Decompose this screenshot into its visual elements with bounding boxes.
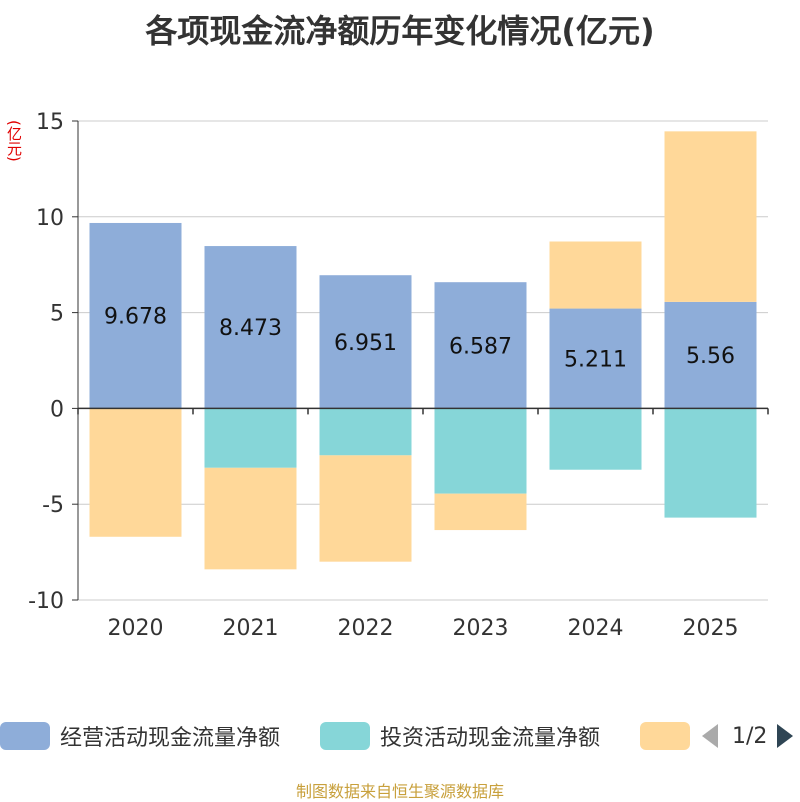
legend-label-operating: 经营活动现金流量净额	[60, 726, 281, 751]
bar-operating-2024	[549, 308, 642, 409]
bar-financing-2025	[664, 131, 757, 302]
bar-financing-2020	[89, 408, 182, 537]
bar-financing-2023	[434, 493, 527, 531]
y-tick-label: 10	[36, 206, 64, 231]
legend-swatch-financing	[640, 722, 690, 750]
data-label: 8.473	[219, 316, 282, 341]
x-tick-label: 2025	[683, 616, 739, 641]
bar-operating-2022	[319, 275, 412, 409]
data-label: 6.951	[334, 331, 397, 356]
bar-financing-2022	[319, 455, 412, 562]
x-tick-label: 2022	[338, 616, 394, 641]
data-label: 5.56	[686, 344, 735, 369]
y-tick-label: -10	[28, 589, 64, 614]
bar-financing-2024	[549, 241, 642, 309]
bar-operating-2020	[89, 222, 182, 409]
y-axis-unit: (亿元)	[5, 120, 23, 162]
legend-page-indicator: 1/2	[732, 723, 768, 749]
bar-investing-2021	[204, 408, 297, 468]
bar-investing-2022	[319, 408, 412, 456]
data-source: 制图数据来自恒生聚源数据库	[295, 782, 504, 801]
legend-item-operating[interactable]: 经营活动现金流量净额	[0, 716, 280, 756]
data-label: 9.678	[104, 305, 167, 330]
data-label: 5.211	[564, 347, 627, 372]
x-tick-label: 2024	[568, 616, 624, 641]
legend: 经营活动现金流量净额 投资活动现金流量净额	[0, 716, 800, 756]
prev-page-icon[interactable]	[702, 724, 718, 748]
y-tick-label: 5	[50, 302, 64, 327]
bar-investing-2023	[434, 408, 527, 494]
bar-investing-2025	[664, 408, 757, 518]
legend-pager: 1/2	[700, 716, 800, 756]
bar-investing-2024	[549, 408, 642, 470]
data-label: 6.587	[449, 334, 512, 359]
bar-operating-2023	[434, 282, 527, 409]
bar-operating-2021	[204, 246, 297, 409]
legend-item-investing[interactable]: 投资活动现金流量净额	[320, 716, 600, 756]
bar-operating-2025	[664, 301, 757, 409]
legend-label-investing: 投资活动现金流量净额	[380, 726, 601, 751]
y-tick-label: 0	[50, 397, 64, 422]
legend-swatch-operating	[0, 722, 50, 750]
next-page-icon[interactable]	[777, 724, 794, 748]
bar-financing-2021	[204, 467, 297, 570]
chart-title: 各项现金流净额历年变化情况(亿元)	[145, 12, 655, 50]
x-tick-label: 2021	[223, 616, 279, 641]
x-tick-label: 2020	[108, 616, 164, 641]
legend-item-financing[interactable]	[640, 716, 700, 756]
cashflow-bar-chart: -10 -5 0 5 10 15 9.678 2020 8.473 2021 6.951 2022 6.…	[28, 110, 769, 641]
y-tick-label: -5	[42, 493, 64, 518]
x-tick-label: 2023	[453, 616, 509, 641]
legend-swatch-investing	[320, 722, 370, 750]
y-tick-label: 15	[36, 110, 64, 135]
